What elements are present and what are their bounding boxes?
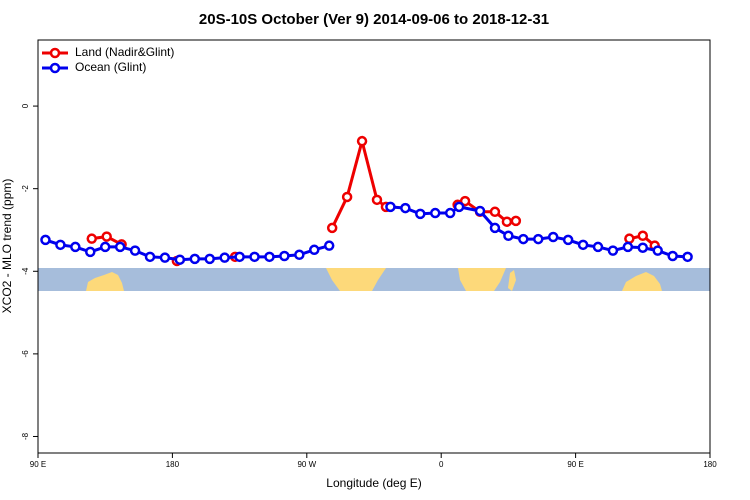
series <box>86 135 660 267</box>
point <box>356 135 368 147</box>
point <box>99 241 111 253</box>
point <box>637 230 649 242</box>
point <box>294 249 305 261</box>
point <box>444 207 456 219</box>
point <box>474 205 486 217</box>
point <box>341 191 353 203</box>
x-tick-label: 0 <box>439 460 444 469</box>
point <box>518 233 529 245</box>
point <box>637 242 649 253</box>
point <box>159 252 171 263</box>
point <box>101 231 112 242</box>
line <box>91 135 656 247</box>
point <box>40 234 51 246</box>
x-tick-label: 90 E <box>30 460 46 469</box>
point <box>129 245 141 256</box>
point <box>114 241 126 253</box>
x-tick-label: 180 <box>166 460 180 469</box>
x-tick-label: 90 W <box>297 460 316 469</box>
land-shape <box>508 270 516 291</box>
point <box>70 241 81 253</box>
point <box>249 251 260 263</box>
line <box>44 205 688 262</box>
plot-frame <box>37 39 711 454</box>
point <box>85 246 96 258</box>
point <box>667 250 678 262</box>
point <box>189 253 201 265</box>
point <box>547 231 559 243</box>
point <box>652 245 663 256</box>
point <box>459 195 471 207</box>
land-shape <box>326 268 386 291</box>
point <box>592 241 604 253</box>
point <box>624 233 635 244</box>
legend-marker <box>49 62 61 74</box>
point <box>489 222 501 234</box>
point <box>607 245 619 256</box>
y-tick-label: -8 <box>21 432 30 440</box>
land-shape <box>458 268 506 291</box>
point <box>371 194 383 206</box>
point <box>144 251 156 263</box>
point <box>415 208 426 220</box>
point <box>501 216 513 227</box>
land-shape <box>622 272 662 291</box>
point <box>234 251 245 263</box>
legend-label: Ocean (Glint) <box>75 60 146 74</box>
point <box>503 230 514 242</box>
point <box>385 201 396 213</box>
point <box>309 244 320 256</box>
point <box>400 202 411 214</box>
x-axis-label: Longitude (deg E) <box>326 476 421 490</box>
point <box>682 251 693 263</box>
map-strip <box>38 268 710 291</box>
point <box>219 252 230 263</box>
point <box>264 251 275 263</box>
series <box>40 201 693 265</box>
y-tick-label: -6 <box>21 350 30 358</box>
point <box>577 239 589 251</box>
point <box>326 222 338 234</box>
point <box>533 233 544 245</box>
point <box>323 240 335 251</box>
chart-title: 20S-10S October (Ver 9) 2014-09-06 to 20… <box>199 11 549 28</box>
y-axis-label: XCO2 - MLO trend (ppm) <box>0 179 14 314</box>
point <box>562 234 574 246</box>
land-shape <box>86 272 124 291</box>
point <box>429 207 441 219</box>
point <box>55 239 66 251</box>
point <box>204 253 215 265</box>
x-tick-label: 90 E <box>567 460 583 469</box>
x-tick-label: 180 <box>703 460 717 469</box>
point <box>453 201 465 213</box>
y-tick-label: 0 <box>21 103 30 108</box>
legend-label: Land (Nadir&Glint) <box>75 45 174 59</box>
y-tick-label: -4 <box>21 267 30 275</box>
point <box>489 206 501 218</box>
y-tick-label: -2 <box>21 185 30 193</box>
point <box>279 250 290 262</box>
point <box>622 241 634 253</box>
point <box>510 215 522 227</box>
legend-marker <box>49 47 61 59</box>
point <box>174 254 186 265</box>
point <box>86 233 98 244</box>
